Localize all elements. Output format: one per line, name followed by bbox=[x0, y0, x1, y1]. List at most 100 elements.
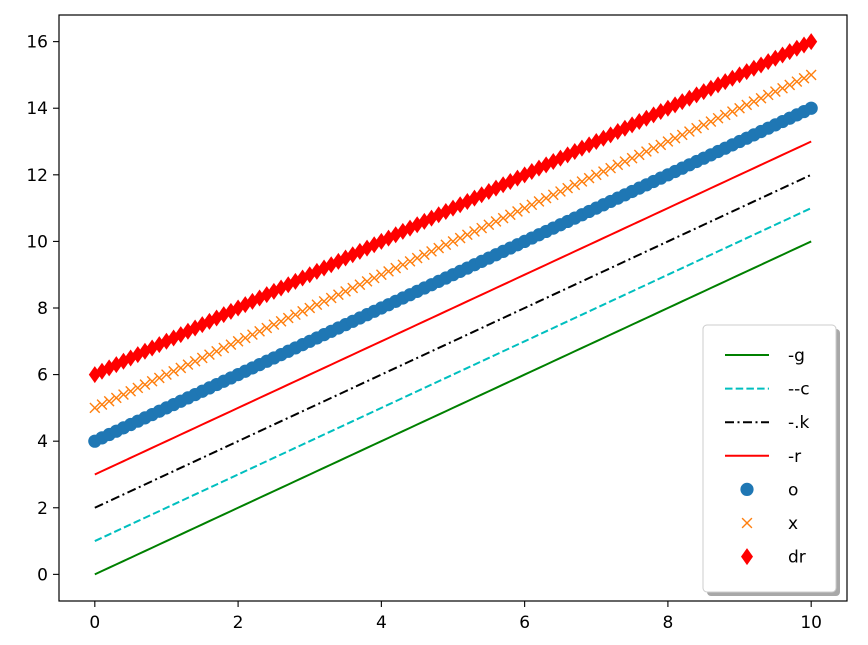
series-6-point bbox=[189, 355, 201, 367]
series-6-point bbox=[519, 202, 531, 214]
series-6-point bbox=[375, 269, 387, 281]
series-6-point bbox=[454, 232, 466, 244]
series-6-point bbox=[411, 252, 423, 264]
legend: -g --c -.k -r ox dr bbox=[702, 324, 840, 596]
series-6-point bbox=[182, 359, 194, 370]
series-6-point bbox=[641, 146, 652, 157]
legend-entry: -r bbox=[725, 447, 801, 467]
series-6-point bbox=[726, 106, 738, 117]
series-6-point bbox=[397, 259, 409, 271]
y-tick-label: 6 bbox=[37, 366, 48, 386]
series-6-point bbox=[762, 89, 774, 101]
series-6-point bbox=[426, 246, 437, 257]
series-1 bbox=[94, 240, 812, 576]
series-6-point bbox=[325, 292, 337, 304]
y-tick-label: 10 bbox=[26, 232, 48, 252]
series-6-point bbox=[612, 159, 624, 171]
y-tick-label: 16 bbox=[26, 33, 48, 53]
legend-marker-point bbox=[740, 482, 754, 496]
legend-label: x bbox=[788, 514, 798, 534]
x-tick-label: 6 bbox=[519, 613, 530, 633]
series-6-point bbox=[798, 72, 810, 84]
series-6-point bbox=[361, 275, 373, 287]
series-6-point bbox=[297, 305, 308, 317]
series-6-point bbox=[218, 342, 230, 354]
series-6-point bbox=[153, 372, 165, 384]
series-6-point bbox=[691, 122, 702, 134]
series-7-point bbox=[755, 56, 768, 74]
legend-label: o bbox=[788, 480, 798, 500]
x-tick-label: 2 bbox=[233, 613, 244, 633]
series-6-point bbox=[483, 219, 495, 231]
series-6-point bbox=[619, 156, 631, 167]
series-6-point bbox=[433, 242, 445, 254]
series-6-point bbox=[705, 116, 717, 127]
series-6-point bbox=[175, 362, 187, 374]
series-6-point bbox=[791, 76, 803, 87]
series-6-point bbox=[275, 315, 287, 327]
series-6-point bbox=[247, 329, 258, 341]
series-6-point bbox=[383, 265, 394, 277]
series-6-point bbox=[605, 162, 616, 174]
legend-marker-point bbox=[741, 548, 753, 566]
series-6-point bbox=[239, 332, 251, 344]
series-6-point bbox=[110, 392, 122, 404]
series-6-point bbox=[204, 349, 215, 361]
series-6-point bbox=[784, 79, 796, 91]
series-7-point bbox=[332, 252, 345, 270]
series-6-point bbox=[290, 309, 301, 321]
series-5 bbox=[88, 101, 818, 448]
series-6-point bbox=[161, 369, 172, 380]
series-6-point bbox=[684, 126, 695, 137]
legend-entry: o bbox=[740, 480, 798, 500]
series-4-line bbox=[94, 140, 812, 476]
series-6-point bbox=[547, 189, 559, 201]
series-4 bbox=[94, 140, 812, 476]
series-6-point bbox=[512, 206, 523, 217]
series-3 bbox=[94, 173, 812, 509]
series-6-point bbox=[497, 212, 509, 224]
series-6-point bbox=[655, 139, 667, 151]
series-6-point bbox=[132, 382, 144, 394]
series-6-point bbox=[676, 129, 688, 141]
y-tick-label: 4 bbox=[37, 432, 48, 452]
series-6-point bbox=[311, 299, 323, 311]
legend-label: -g bbox=[788, 346, 805, 366]
series-6-point bbox=[447, 236, 459, 247]
series-6-point bbox=[698, 119, 710, 131]
x-axis-ticks: 0 2 4 6 8 10 bbox=[89, 601, 822, 633]
x-tick-label: 0 bbox=[89, 613, 100, 633]
legend-entry: --c bbox=[725, 380, 810, 400]
series-6-point bbox=[332, 289, 344, 301]
series-6-point bbox=[340, 285, 351, 297]
series-6-point bbox=[583, 172, 595, 184]
series-6-point bbox=[118, 389, 129, 400]
series-7-point bbox=[805, 33, 818, 51]
series-6-point bbox=[211, 345, 222, 357]
series-6-point bbox=[598, 166, 609, 177]
series-6-point bbox=[261, 322, 273, 334]
series-6-point bbox=[526, 199, 538, 211]
legend-label: -.k bbox=[788, 413, 810, 433]
series-6 bbox=[89, 69, 817, 414]
series-6-point bbox=[418, 249, 430, 261]
series-6-point bbox=[626, 152, 638, 164]
y-tick-label: 8 bbox=[37, 299, 48, 319]
series-6-point bbox=[347, 282, 359, 294]
x-tick-label: 4 bbox=[376, 613, 387, 633]
series-7-point bbox=[604, 126, 617, 144]
legend-entry: x bbox=[741, 514, 798, 534]
series-6-point bbox=[633, 149, 645, 161]
series-6-point bbox=[103, 395, 115, 407]
series-6-point bbox=[282, 312, 294, 324]
series-6-point bbox=[440, 239, 452, 251]
series-layer bbox=[88, 33, 818, 576]
series-6-point bbox=[304, 302, 316, 314]
series-6-point bbox=[719, 109, 731, 121]
series-6-point bbox=[648, 142, 659, 154]
legend-entry: -g bbox=[725, 346, 805, 366]
series-6-point bbox=[268, 319, 280, 331]
legend-entry: -.k bbox=[725, 413, 810, 433]
series-7-point bbox=[117, 352, 130, 370]
x-tick-label: 10 bbox=[800, 613, 822, 633]
